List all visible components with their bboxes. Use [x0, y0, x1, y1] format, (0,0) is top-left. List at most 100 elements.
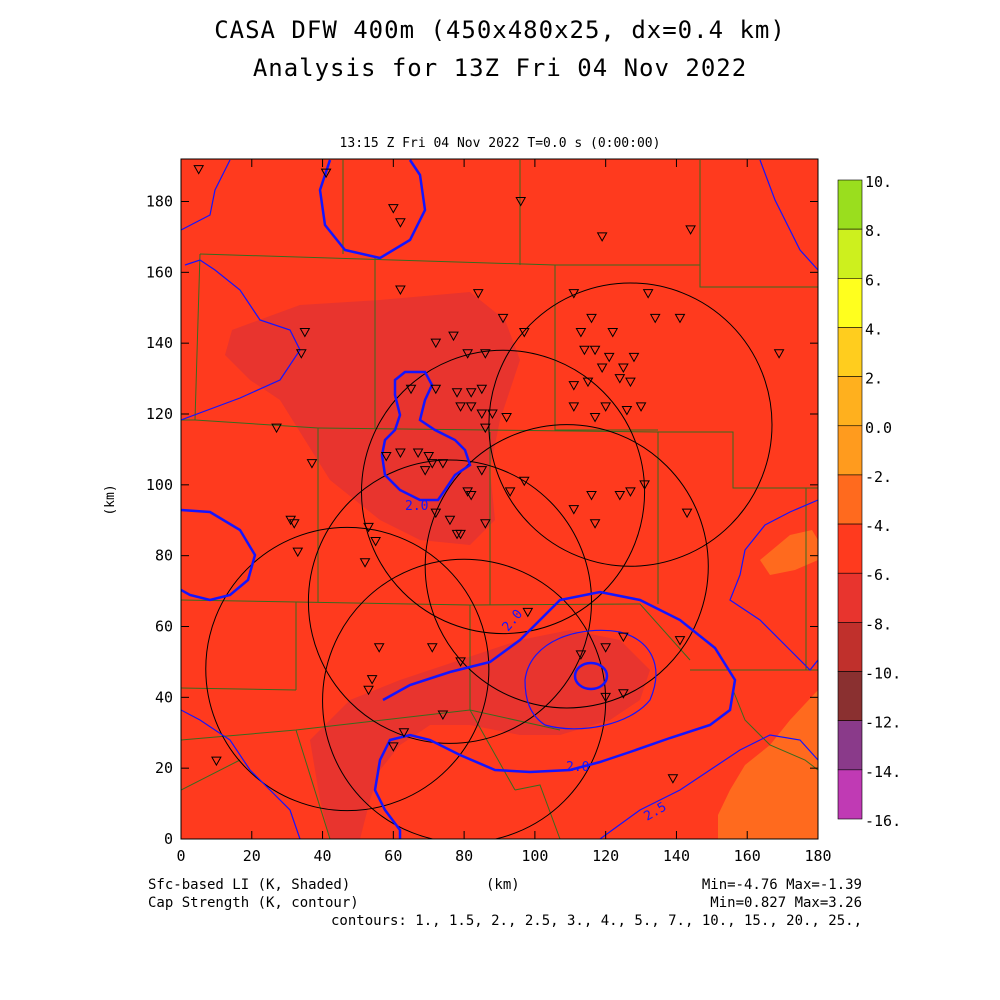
station-marker [387, 204, 399, 214]
station-marker [568, 402, 580, 412]
colorbar-segment [837, 278, 863, 328]
station-marker [465, 388, 477, 398]
station-marker [211, 756, 222, 767]
contour-label: 2.0 [566, 760, 589, 775]
station-marker [476, 466, 488, 476]
station-marker [437, 710, 449, 721]
station-marker [685, 225, 696, 235]
contour-2.5-east [729, 499, 818, 671]
plot-title: CASA DFW 400m (450x480x25, dx=0.4 km) [214, 16, 786, 44]
field-description-shaded: Sfc-based LI (K, Shaded) [148, 877, 351, 893]
colorbar-segment [837, 425, 863, 476]
contour-2.5-southeast [599, 734, 818, 839]
station-marker [444, 515, 456, 526]
colorbar-segment [837, 327, 863, 377]
y-tick-label: 140 [146, 334, 173, 352]
station-marker [618, 632, 629, 643]
station-marker [515, 197, 527, 207]
contour-label: 2.0 [405, 499, 428, 514]
station-marker [430, 508, 442, 519]
radar-range-ring [205, 526, 490, 812]
x-tick-label: 100 [521, 847, 548, 865]
station-marker [366, 675, 378, 685]
colorbar-label: 2. [865, 370, 883, 388]
station-marker [504, 487, 516, 497]
contour-2.0-southeast [373, 590, 737, 839]
station-marker [625, 377, 636, 388]
station-marker [363, 522, 374, 533]
station-marker [405, 384, 417, 395]
x-tick-label: 140 [663, 847, 690, 865]
station-marker [501, 413, 512, 423]
contour-2.0-central [380, 370, 472, 502]
station-marker [600, 402, 612, 412]
x-tick-label: 0 [176, 847, 185, 865]
colorbar-label: 4. [865, 320, 883, 338]
li-field-orange-southeast [718, 690, 818, 839]
station-marker [472, 289, 484, 299]
colorbar-segment [837, 523, 863, 574]
cap-strength-contours [181, 159, 818, 839]
station-marker [423, 452, 435, 462]
colorbar-label: -16. [865, 812, 901, 830]
station-marker [479, 519, 491, 529]
station-marker [320, 168, 332, 179]
station-marker [479, 349, 491, 359]
contour-inner-ring [573, 661, 609, 691]
colorbar: 10. 8. 6. 4. 2. 0.0 -2. -4. -6. -8. -10. -12. -14. -1… [837, 173, 901, 830]
station-marker [271, 423, 282, 434]
station-marker [642, 289, 654, 299]
station-marker [373, 643, 385, 653]
station-marker [370, 537, 381, 547]
x-tick-label: 160 [734, 847, 761, 865]
station-marker [568, 505, 580, 515]
station-marker [586, 490, 597, 501]
valid-time: 13:15 Z Fri 04 Nov 2022 T=0.0 s (0:00:00… [339, 136, 661, 151]
station-marker [363, 685, 374, 696]
contour-2.0-north [318, 159, 427, 260]
station-marker [614, 490, 626, 501]
y-tick-label: 0 [164, 830, 173, 848]
colorbar-segment [837, 769, 863, 820]
colorbar-segment [837, 622, 863, 672]
contour-2.5-west [181, 259, 301, 421]
station-marker [395, 285, 406, 296]
colorbar-segment [837, 228, 863, 279]
x-tick-label: 80 [455, 847, 473, 865]
station-marker [625, 487, 636, 497]
station-marker [306, 459, 318, 469]
li-field-darker-region-south [310, 630, 650, 839]
station-marker [465, 490, 477, 501]
station-marker [621, 405, 633, 416]
station-marker [589, 519, 601, 529]
station-marker [773, 349, 785, 359]
y-tick-label: 100 [146, 476, 173, 494]
x-tick-label: 120 [592, 847, 619, 865]
contour-2.5-northeast [759, 159, 818, 271]
station-marker [600, 643, 612, 653]
colorbar-label: -14. [865, 763, 901, 781]
colorbar-label: 10. [865, 173, 892, 191]
station-marker [419, 466, 431, 476]
station-marker [667, 774, 679, 784]
y-tick-label: 20 [155, 759, 173, 777]
station-marker [618, 689, 629, 699]
y-tick-label: 180 [146, 193, 173, 211]
station-marker [600, 692, 612, 703]
station-marker [451, 388, 463, 398]
station-marker [603, 352, 615, 363]
colorbar-label: -2. [865, 468, 892, 486]
station-marker [193, 165, 205, 175]
station-marker [639, 480, 650, 490]
colorbar-segment [837, 572, 863, 623]
colorbar-segment [837, 720, 863, 771]
station-marker [487, 409, 498, 420]
li-field-base [181, 159, 818, 839]
x-tick-label: 60 [384, 847, 402, 865]
station-marker [288, 519, 300, 529]
li-field-orange-east [760, 530, 818, 575]
colorbar-label: -10. [865, 665, 901, 683]
y-tick-label: 160 [146, 263, 173, 281]
y-tick-label: 60 [155, 618, 173, 636]
